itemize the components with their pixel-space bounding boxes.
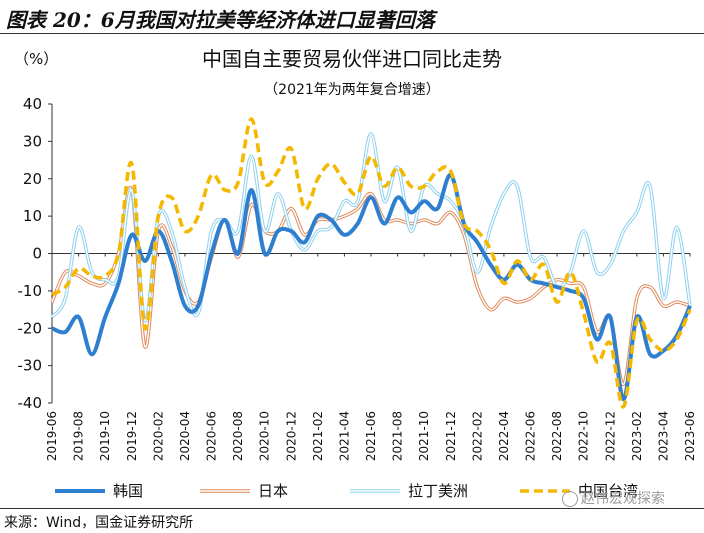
x-tick-label: 2021-10 <box>417 411 431 461</box>
x-tick-label: 2020-02 <box>151 411 165 461</box>
legend-item-korea: 韩国 <box>55 482 143 500</box>
x-tick-label: 2021-12 <box>444 411 458 461</box>
y-tick-label: -40 <box>18 394 43 412</box>
source-note: 来源：Wind，国金证券研究所 <box>4 515 194 531</box>
x-tick-label: 2020-10 <box>258 411 272 461</box>
y-tick-label: -30 <box>18 357 43 375</box>
y-tick-label: -10 <box>18 282 43 300</box>
legend-label-taiwan: 中国台湾 <box>578 482 638 500</box>
series-line-taiwan <box>51 117 692 409</box>
x-tick-label: 2020-12 <box>284 411 298 461</box>
source-divider <box>0 508 704 509</box>
series-layer <box>50 117 692 409</box>
legend-item-taiwan: 中国台湾 <box>520 482 638 500</box>
series-korea <box>51 172 692 402</box>
chart-subtitle: （2021年为两年复合增速） <box>264 81 440 98</box>
series-taiwan <box>51 117 692 409</box>
legend: 韩国 日本 拉丁美洲 中国台湾 <box>55 482 638 500</box>
x-tick-label: 2019-08 <box>72 411 86 461</box>
watermark: 赵伟宏观探索 <box>562 488 665 508</box>
x-tick-label: 2020-06 <box>205 411 219 461</box>
series-line-korea <box>51 172 692 402</box>
wechat-icon <box>562 491 578 507</box>
x-tick-label: 2021-06 <box>364 411 378 461</box>
y-tick-label: 40 <box>23 95 42 113</box>
series-latin-america <box>50 132 692 323</box>
x-tick-label: 2021-02 <box>311 411 325 461</box>
legend-item-japan: 日本 <box>200 482 288 500</box>
legend-label-japan: 日本 <box>258 482 288 500</box>
x-tick-label: 2022-08 <box>550 411 564 461</box>
x-tick-label: 2020-04 <box>178 411 192 461</box>
y-tick-label: -20 <box>18 319 43 337</box>
x-tick-label: 2021-04 <box>337 411 351 461</box>
x-tick-label: 2023-04 <box>656 411 670 461</box>
x-tick-label: 2022-12 <box>603 411 617 461</box>
y-tick-label: 30 <box>23 132 42 150</box>
y-tick-label: 20 <box>23 170 42 188</box>
x-tick-label: 2022-06 <box>524 411 538 461</box>
series-line-latin-america-outline <box>50 132 692 323</box>
series-japan <box>50 185 691 387</box>
y-tick-label: 10 <box>23 207 42 225</box>
title-divider <box>0 33 704 34</box>
series-line-japan-outline <box>50 185 691 387</box>
figure-label: 图表 20：6月我国对拉美等经济体进口显著回落 <box>6 8 435 32</box>
x-tick-label: 2021-08 <box>391 411 405 461</box>
chart-title: 中国自主要贸易伙伴进口同比走势 <box>202 47 502 71</box>
x-tick-label: 2020-08 <box>231 411 245 461</box>
x-tick-label: 2022-04 <box>497 411 511 461</box>
legend-item-latin-america: 拉丁美洲 <box>350 482 468 500</box>
x-tick-label: 2019-12 <box>125 411 139 461</box>
series-line-latin-america-inner <box>51 133 691 322</box>
x-tick-label: 2022-02 <box>470 411 484 461</box>
x-tick-label: 2019-10 <box>98 411 112 461</box>
watermark-text: 赵伟宏观探索 <box>581 491 665 507</box>
x-tick-label: 2023-02 <box>630 411 644 461</box>
legend-label-korea: 韩国 <box>113 482 143 500</box>
x-tick-label: 2023-06 <box>683 411 697 461</box>
x-tick-label: 2019-06 <box>45 411 59 461</box>
series-line-japan-inner <box>51 186 691 386</box>
y-axis-unit-label: （%） <box>14 50 58 68</box>
y-tick-label: 0 <box>32 245 42 263</box>
legend-label-latin-america: 拉丁美洲 <box>408 482 468 500</box>
x-tick-label: 2022-10 <box>577 411 591 461</box>
